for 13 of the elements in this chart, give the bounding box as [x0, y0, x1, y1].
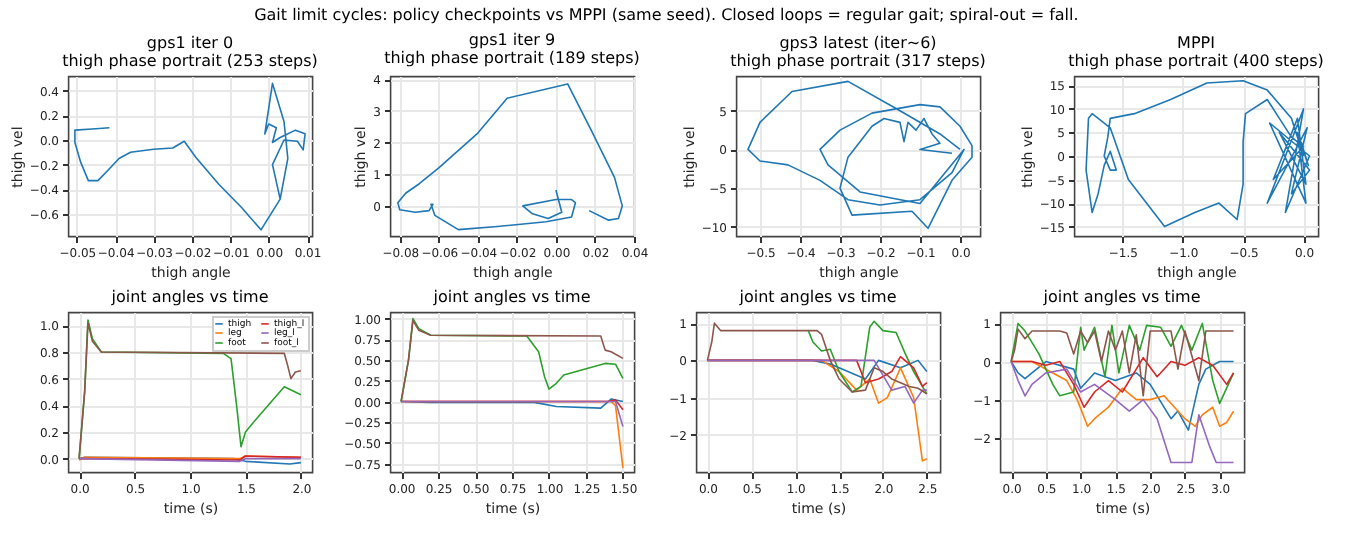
chart-subtitle: thigh phase portrait (189 steps)	[384, 49, 640, 68]
chart-title: gps1 iter 0	[146, 34, 234, 52]
chart-title: joint angles vs time	[431, 288, 591, 306]
chart-title: joint angles vs time	[737, 288, 897, 306]
chart-subtitle: thigh phase portrait (317 steps)	[730, 52, 986, 70]
text: Gait limit cycles: policy checkpoints vs MPPI (same seed). Closed loops = regular gait; spiral-out = fall.	[254, 6, 1079, 25]
chart-subtitle: thigh phase portrait (253 steps)	[62, 52, 318, 70]
chart-title: gps1 iter 9	[468, 31, 556, 50]
chart-title: joint angles vs time	[109, 288, 269, 306]
chart-title: MPPI	[1177, 34, 1215, 52]
chart-title: joint angles vs time	[1041, 288, 1201, 306]
chart-subtitle: thigh phase portrait (400 steps)	[1068, 52, 1324, 70]
chart-title: gps3 latest (iter~6)	[779, 34, 937, 52]
